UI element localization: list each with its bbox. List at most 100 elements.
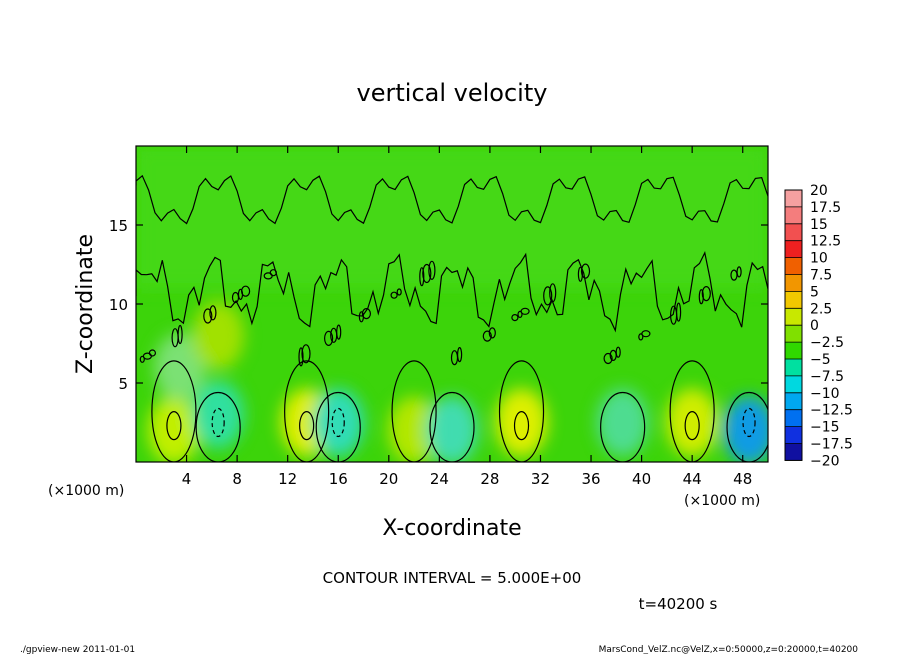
x-tick-label: 16 bbox=[329, 470, 348, 488]
footer-left: ./gpview-new 2011-01-01 bbox=[20, 645, 135, 654]
small-contour bbox=[241, 285, 251, 297]
small-contour bbox=[390, 291, 398, 299]
small-contour bbox=[736, 266, 742, 278]
colorbar-label: 7.5 bbox=[810, 268, 832, 284]
colorbar-label: 17.5 bbox=[810, 200, 841, 216]
y-axis-label: Z-coordinate bbox=[73, 234, 98, 374]
downdraft-core-contour bbox=[331, 407, 345, 438]
colorbar-label: 2.5 bbox=[810, 301, 832, 317]
colorbar-swatch bbox=[785, 342, 802, 359]
contour-zero-upper bbox=[136, 250, 768, 333]
colorbar-swatch bbox=[785, 240, 802, 258]
small-contour bbox=[511, 314, 519, 322]
x-tick-label: 20 bbox=[379, 470, 398, 488]
colorbar-swatch bbox=[785, 409, 802, 427]
colorbar-swatch bbox=[785, 223, 802, 241]
x-tick-label: 40 bbox=[632, 470, 651, 488]
updraft-cell bbox=[147, 396, 200, 462]
small-contour bbox=[139, 355, 145, 363]
x-tick-label: 32 bbox=[531, 470, 550, 488]
downdraft-cell bbox=[192, 380, 245, 449]
colorbar-label: −2.5 bbox=[810, 335, 844, 351]
y-axis: 5 10 15 bbox=[109, 217, 768, 393]
small-contour bbox=[422, 263, 432, 284]
convective-cell-contour bbox=[498, 360, 545, 462]
downdraft-cell bbox=[723, 396, 768, 462]
colorbar-label: −15 bbox=[810, 420, 840, 436]
x-axis-label: X-coordinate bbox=[382, 516, 521, 541]
small-contour bbox=[549, 283, 557, 303]
colorbar-label: −20 bbox=[810, 453, 840, 469]
colorbar-swatch bbox=[785, 257, 802, 275]
small-contour bbox=[148, 349, 156, 357]
field-shading bbox=[136, 146, 768, 462]
y-tick-label: 5 bbox=[118, 375, 128, 393]
small-contour bbox=[580, 263, 591, 279]
colorbar-label: −10 bbox=[810, 386, 840, 402]
x-tick-label: 48 bbox=[733, 470, 752, 488]
small-contour bbox=[396, 288, 402, 296]
small-contour bbox=[482, 330, 492, 342]
colorbar-swatch bbox=[785, 426, 802, 444]
convective-cell-contour bbox=[669, 360, 715, 462]
small-contour bbox=[641, 330, 651, 338]
colorbar-swatch bbox=[785, 392, 802, 410]
small-contour bbox=[269, 269, 277, 277]
downdraft-cell bbox=[154, 333, 207, 402]
contour-lines bbox=[136, 174, 768, 462]
colorbar-swatch bbox=[785, 190, 802, 207]
x-tick-label: 12 bbox=[278, 470, 297, 488]
convective-cell-contour bbox=[284, 360, 330, 462]
x-unit-left: (×1000 m) bbox=[48, 483, 124, 499]
colorbar-swatch bbox=[785, 206, 802, 224]
small-contour bbox=[209, 305, 217, 321]
colorbar-label: −5 bbox=[810, 352, 831, 368]
y-tick-label: 10 bbox=[109, 296, 128, 314]
updraft-cell bbox=[388, 396, 441, 462]
colorbar-label: 5 bbox=[810, 284, 819, 300]
contour-zero-top bbox=[136, 174, 768, 225]
small-contour bbox=[615, 346, 621, 358]
x-tick-label: 36 bbox=[581, 470, 600, 488]
y-tick-label: 15 bbox=[109, 217, 128, 235]
updraft-core-contour bbox=[299, 411, 315, 441]
updraft-core-contour bbox=[513, 411, 530, 441]
updraft-core-contour bbox=[684, 411, 700, 441]
updraft-cell bbox=[666, 388, 719, 457]
colorbar-label: 0 bbox=[810, 318, 819, 334]
downdraft-core-contour bbox=[742, 407, 756, 438]
chart-title: vertical velocity bbox=[357, 79, 548, 107]
small-contour bbox=[520, 307, 530, 315]
downdraft-cell bbox=[426, 396, 478, 462]
footer-right: MarsCond_VelZ.nc@VelZ,x=0:50000,z=0:2000… bbox=[599, 645, 859, 654]
colorbar-swatch bbox=[785, 274, 802, 292]
x-tick-label: 4 bbox=[182, 470, 192, 488]
x-axis: 4 8 12 16 20 24 28 32 36 40 44 48 bbox=[182, 146, 752, 488]
small-contour bbox=[457, 347, 463, 363]
x-tick-label: 8 bbox=[232, 470, 242, 488]
downdraft-core-contour bbox=[211, 407, 225, 438]
colorbar-label: 10 bbox=[810, 251, 828, 267]
small-contour bbox=[177, 324, 183, 345]
colorbar-swatch bbox=[785, 359, 802, 376]
updraft-cell bbox=[495, 388, 548, 457]
small-contour bbox=[517, 310, 523, 318]
small-contour bbox=[301, 344, 311, 364]
small-contour bbox=[638, 333, 644, 341]
small-contour bbox=[701, 286, 711, 302]
small-contour bbox=[603, 352, 613, 365]
convective-cell-contour bbox=[391, 360, 437, 462]
colorbar-swatch bbox=[785, 375, 802, 393]
time-label: t=40200 s bbox=[639, 595, 718, 613]
plot-area bbox=[136, 146, 768, 462]
updraft-core-contour bbox=[166, 411, 182, 441]
small-contour bbox=[336, 324, 342, 340]
colorbar-label: −17.5 bbox=[810, 437, 853, 453]
contour-interval: CONTOUR INTERVAL = 5.000E+00 bbox=[323, 569, 582, 587]
downdraft-cell bbox=[596, 388, 649, 457]
upper-field bbox=[136, 146, 768, 289]
small-contour bbox=[675, 302, 682, 322]
colorbar-swatch bbox=[785, 443, 802, 461]
updraft-cell bbox=[192, 301, 245, 370]
